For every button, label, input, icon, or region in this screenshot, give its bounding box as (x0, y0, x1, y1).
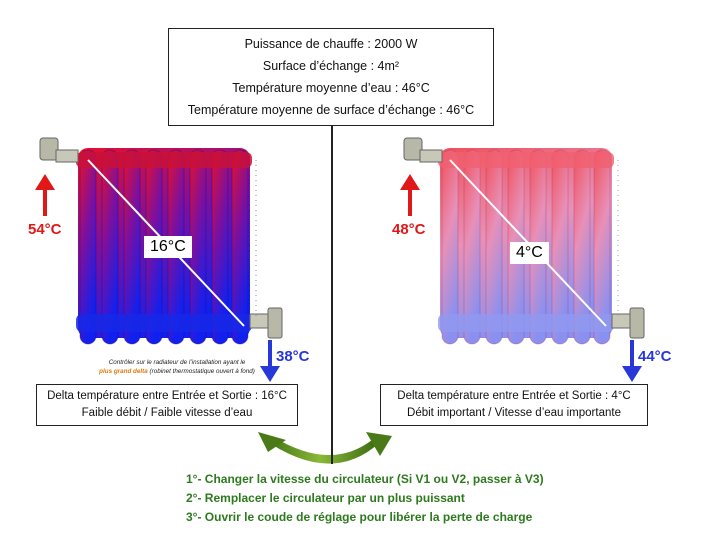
left-outlet-temp: 38°C (276, 348, 310, 365)
info-water-temp: Température moyenne d’eau : 46°C (232, 81, 430, 95)
info-surface-temp: Température moyenne de surface d’échange… (187, 103, 475, 117)
note-rest: (robinet thermostatique ouvert à fond) (147, 368, 255, 375)
right-box-line1: Delta température entre Entrée et Sortie… (397, 390, 631, 402)
action-2: 2°- Remplacer le circulateur par un plus… (186, 491, 465, 505)
right-result-box: Delta température entre Entrée et Sortie… (380, 384, 648, 426)
note-line2: plus grand delta (robinet thermostatique… (62, 367, 292, 376)
note-highlight: plus grand delta (99, 368, 148, 375)
left-inlet-temp: 54°C (28, 221, 62, 238)
right-box-line2: Débit important / Vitesse d’eau importan… (407, 407, 621, 419)
note-line1: Contrôler sur le radiateur de l’installa… (108, 359, 246, 366)
left-box-line1: Delta température entre Entrée et Sortie… (47, 390, 287, 402)
action-3: 3°- Ouvrir le coude de réglage pour libé… (186, 510, 533, 524)
info-power: Puissance de chauffe : 2000 W (244, 37, 418, 51)
heating-info-box: Puissance de chauffe : 2000 W Surface d’… (168, 28, 494, 126)
left-radiator (35, 137, 283, 382)
divider-line (331, 126, 333, 464)
info-surface: Surface d’échange : 4m² (262, 59, 400, 73)
curved-arrow-icon (258, 432, 392, 464)
left-delta-label: 16°C (144, 236, 192, 258)
left-box-line2: Faible débit / Faible vitesse d’eau (81, 407, 253, 419)
action-list: 1°- Changer la vitesse du circulateur (S… (186, 470, 544, 527)
left-note: Contrôler sur le radiateur de l’installa… (62, 358, 292, 376)
action-1: 1°- Changer la vitesse du circulateur (S… (186, 472, 544, 486)
right-outlet-temp: 44°C (638, 348, 672, 365)
right-delta-label: 4°C (510, 242, 549, 264)
left-result-box: Delta température entre Entrée et Sortie… (36, 384, 298, 426)
right-inlet-temp: 48°C (392, 221, 426, 238)
